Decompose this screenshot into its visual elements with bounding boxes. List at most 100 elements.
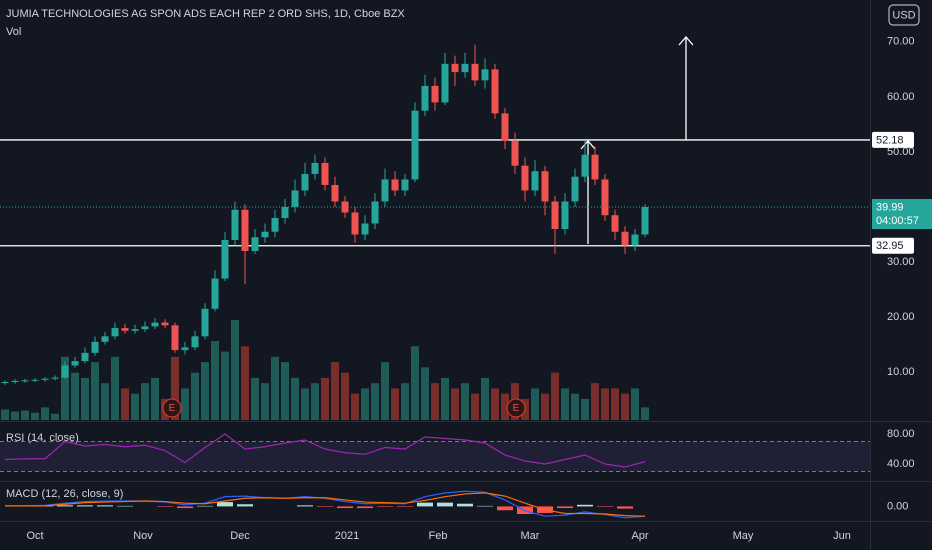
chart-title: JUMIA TECHNOLOGIES AG SPON ADS EACH REP … <box>6 8 405 20</box>
volume-bar <box>271 356 279 420</box>
candle-body <box>471 63 479 81</box>
volume-bar <box>471 393 479 420</box>
volume-bar <box>301 388 309 420</box>
price-badge-label: 52.18 <box>876 134 904 146</box>
volume-bar <box>171 356 179 420</box>
candle-body <box>171 325 179 351</box>
y-tick-label: 60.00 <box>887 91 915 103</box>
candle-body <box>231 209 239 240</box>
volume-bar <box>11 411 19 420</box>
volume-bar <box>261 383 269 420</box>
volume-bar <box>101 383 109 420</box>
volume-bar <box>591 383 599 420</box>
candle-body <box>581 154 589 177</box>
candle-body <box>631 234 639 246</box>
candle-body <box>541 171 549 202</box>
x-tick-label: Apr <box>631 530 648 542</box>
candle-body <box>551 201 559 229</box>
volume-bar <box>211 341 219 420</box>
volume-bar <box>531 388 539 420</box>
candle-body <box>101 336 109 342</box>
volume-bar <box>571 393 579 420</box>
x-tick-label: Nov <box>133 530 153 542</box>
candle-body <box>461 63 469 73</box>
candle-body <box>251 237 259 252</box>
volume-bar <box>311 383 319 420</box>
volume-bar <box>541 393 549 420</box>
volume-bar <box>81 377 89 420</box>
volume-bar <box>421 367 429 420</box>
volume-bar <box>201 362 209 420</box>
rsi-tick-label: 40.00 <box>887 458 915 470</box>
volume-bar <box>461 383 469 420</box>
y-tick-label: 20.00 <box>887 311 915 323</box>
volume-bar <box>281 362 289 420</box>
y-tick-label: 70.00 <box>887 36 915 48</box>
candle-body <box>181 347 189 351</box>
candle-body <box>561 201 569 229</box>
candle-body <box>381 179 389 202</box>
volume-bar <box>251 377 259 420</box>
candle-body <box>611 215 619 232</box>
macd-histogram-bar <box>197 505 213 507</box>
volume-bar <box>241 346 249 420</box>
volume-bar <box>351 393 359 420</box>
candle-body <box>501 113 509 141</box>
volume-bar <box>91 362 99 420</box>
candle-body <box>511 140 519 166</box>
candle-body <box>131 329 139 331</box>
macd-histogram-bar <box>577 504 593 507</box>
volume-bar <box>321 377 329 420</box>
x-tick-label: May <box>733 530 754 542</box>
volume-bar <box>621 393 629 420</box>
candle-body <box>391 179 399 191</box>
macd-histogram-bar <box>157 506 173 507</box>
macd-histogram-bar <box>477 505 493 507</box>
macd-histogram-bar <box>397 506 413 507</box>
candle-body <box>271 217 279 232</box>
volume-bar <box>221 351 229 420</box>
volume-bar <box>341 372 349 420</box>
candle-body <box>221 240 229 279</box>
volume-bar <box>561 388 569 420</box>
volume-bar <box>451 388 459 420</box>
macd-histogram-bar <box>357 506 373 509</box>
candle-body <box>121 328 129 331</box>
candle-body <box>111 328 119 337</box>
macd-histogram-bar <box>557 506 573 509</box>
candle-body <box>11 380 19 383</box>
volume-bar <box>391 388 399 420</box>
candle-body <box>351 212 359 235</box>
volume-bar <box>181 388 189 420</box>
candle-body <box>161 322 169 326</box>
volume-bar <box>121 388 129 420</box>
x-tick-label: Feb <box>429 530 448 542</box>
volume-bar <box>371 383 379 420</box>
volume-bar <box>401 383 409 420</box>
x-tick-label: 2021 <box>335 530 359 542</box>
candle-body <box>281 206 289 218</box>
currency-button[interactable] <box>888 4 920 26</box>
candle-body <box>521 165 529 191</box>
price-badge <box>872 131 914 148</box>
arrow-drawing <box>678 36 694 140</box>
volume-bar <box>71 372 79 420</box>
candle-body <box>201 308 209 337</box>
volume-bar <box>131 393 139 420</box>
volume-bar <box>51 413 59 420</box>
macd-tick-label: 0.00 <box>887 500 908 512</box>
volume-bar <box>431 383 439 420</box>
candle-body <box>51 377 59 379</box>
volume-bar <box>291 377 299 420</box>
candle-body <box>571 176 579 202</box>
candle-body <box>441 63 449 103</box>
macd-histogram-bar <box>237 504 253 507</box>
macd-histogram-bar <box>57 505 73 507</box>
volume-bar <box>41 407 49 420</box>
candle-body <box>211 278 219 309</box>
macd-histogram-bar <box>377 506 393 507</box>
candle-body <box>61 365 69 378</box>
x-tick-label: Oct <box>26 530 43 542</box>
currency[interactable]: USD <box>892 9 915 21</box>
